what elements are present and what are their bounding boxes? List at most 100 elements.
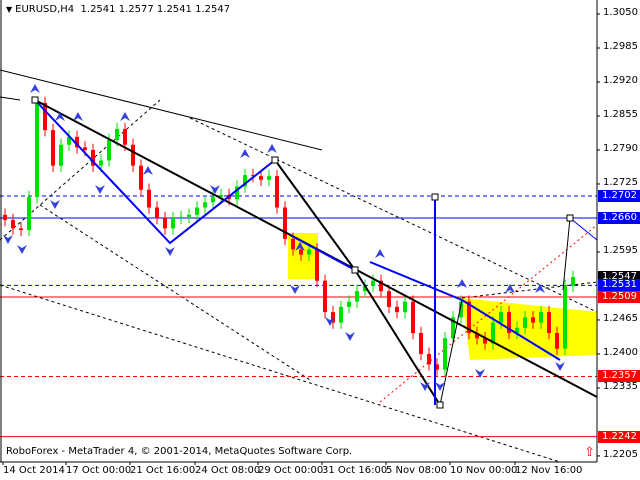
- candle-body: [75, 136, 79, 148]
- candle-body: [155, 207, 159, 218]
- chart-title: ▼ EURUSD,H4 1.2541 1.2577 1.2541 1.2547: [6, 4, 230, 15]
- x-tick-label: 10 Nov 00:00: [450, 465, 518, 476]
- y-tick-label: 1.2920: [603, 74, 638, 86]
- candle-body: [483, 338, 487, 344]
- blue-line: [289, 234, 356, 271]
- candle-body: [123, 129, 127, 145]
- candle-body: [419, 333, 423, 354]
- fractal-down-icon: [475, 369, 485, 378]
- fractal-down-icon: [50, 200, 60, 209]
- candle-body: [51, 130, 55, 166]
- fractal-down-icon: [290, 285, 300, 294]
- anchor-point: [31, 96, 39, 104]
- candle-body: [43, 102, 47, 131]
- x-tick-label: 29 Oct 00:00: [258, 465, 324, 476]
- red-dotted-line: [379, 224, 598, 403]
- candle-body: [211, 197, 215, 203]
- candle-body: [307, 249, 311, 255]
- anchor-point: [431, 193, 439, 201]
- price-tag-1.2509: 1.2509: [598, 290, 640, 303]
- fractal-up-icon: [240, 149, 250, 158]
- candle-body: [291, 238, 295, 250]
- candle-body: [35, 102, 39, 198]
- y-tick-label: 1.2465: [603, 312, 638, 324]
- candle-body: [195, 207, 199, 215]
- ohlc-high: 1.2577: [118, 4, 154, 15]
- candle-body: [427, 353, 431, 365]
- blue-forecast: [569, 217, 598, 241]
- x-tick-label: 12 Nov 16:00: [515, 465, 583, 476]
- wave-thin: [562, 217, 571, 291]
- y-tick-label: 1.2205: [603, 448, 638, 460]
- fractal-up-icon: [267, 144, 277, 153]
- candle-body: [315, 249, 319, 281]
- channel-dashed-lower: [0, 284, 561, 463]
- candle-body: [235, 186, 239, 200]
- candle-body: [371, 280, 375, 286]
- dashed-line: [461, 281, 598, 299]
- candle-body: [523, 317, 527, 328]
- fractal-down-icon: [555, 362, 565, 371]
- candle-body: [3, 214, 7, 221]
- price-tag-1.2242: 1.2242: [598, 430, 640, 443]
- candle-body: [571, 277, 575, 286]
- ohlc-low: 1.2541: [156, 4, 192, 15]
- symbol-label: EURUSD,H4: [15, 4, 75, 15]
- candle-body: [147, 189, 151, 208]
- x-tick-label: 31 Oct 16:00: [322, 465, 388, 476]
- candle-body: [251, 175, 255, 177]
- candle-body: [163, 217, 167, 229]
- candle-body: [355, 291, 359, 302]
- ohlc-close: 1.2547: [195, 4, 231, 15]
- candle-body: [115, 129, 119, 141]
- candle-body: [411, 301, 415, 334]
- dashed-line: [39, 204, 311, 381]
- dropdown-triangle-icon[interactable]: ▼: [6, 5, 13, 14]
- candle-body: [339, 306, 343, 323]
- candle-body: [179, 216, 183, 218]
- candle-body: [331, 312, 335, 323]
- fractal-down-icon: [420, 382, 430, 391]
- price-tag-1.2357: 1.2357: [598, 370, 640, 383]
- y-tick-label: 1.2790: [603, 142, 638, 154]
- fractal-down-icon: [325, 317, 335, 326]
- candle-body: [347, 301, 351, 307]
- candle-body: [275, 176, 279, 208]
- fractal-down-icon: [435, 382, 445, 391]
- ohlc-open: 1.2541: [80, 4, 116, 15]
- fractal-down-icon: [17, 245, 27, 254]
- candle-body: [83, 147, 87, 150]
- candle-body: [139, 165, 143, 190]
- candle-body: [59, 144, 63, 166]
- fractal-up-icon: [73, 112, 83, 121]
- candle-body: [107, 140, 111, 161]
- x-tick-label: 17 Oct 00:00: [66, 465, 132, 476]
- candle-body: [19, 228, 23, 230]
- anchor-point: [271, 156, 279, 164]
- candle-body: [323, 280, 327, 313]
- fractal-up-icon: [295, 242, 305, 251]
- blue-line: [461, 299, 561, 361]
- y-tick-label: 1.2400: [603, 346, 638, 358]
- anchor-point: [436, 401, 444, 409]
- wave-thin: [439, 299, 463, 406]
- fractal-up-icon: [375, 249, 385, 258]
- candle-body: [499, 312, 503, 323]
- candle-body: [203, 202, 207, 208]
- candle-body: [459, 301, 463, 318]
- y-tick-label: 1.3050: [603, 7, 638, 18]
- dashed-line: [0, 99, 161, 241]
- candle-body: [435, 364, 439, 370]
- wave-blue: [34, 99, 276, 245]
- candle-body: [403, 301, 407, 313]
- fractal-up-icon: [535, 284, 545, 293]
- candle-body: [379, 280, 383, 292]
- fractal-up-icon: [55, 112, 65, 121]
- x-tick-label: 24 Oct 08:00: [195, 465, 261, 476]
- candle-body: [515, 327, 519, 334]
- candle-body: [99, 160, 103, 166]
- candle-body: [539, 312, 543, 323]
- candle-body: [187, 214, 191, 217]
- candle-body: [267, 176, 271, 180]
